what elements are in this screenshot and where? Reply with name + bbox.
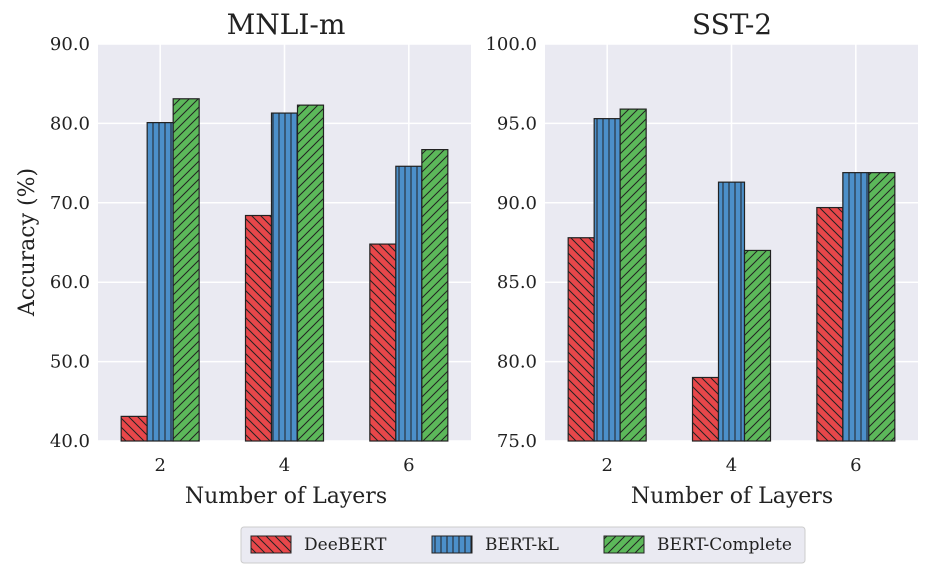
- panel-mnli: MNLI-m 40.0 50.0 60.0 70.0 80.0 90.0 2 4 6 Numb…: [15, 8, 471, 509]
- y-tick-label: 70.0: [50, 193, 90, 214]
- bar-bert-complete-4: [743, 249, 772, 442]
- bar-bert-complete-6: [421, 149, 449, 442]
- y-tick-label: 75.0: [497, 431, 537, 452]
- legend-label-bert-kl: BERT-kL: [485, 535, 559, 555]
- x-tick-label: 2: [154, 455, 165, 476]
- bar-bert-kl-6: [395, 165, 423, 442]
- x-axis-label-sst2: Number of Layers: [631, 484, 833, 509]
- y-tick-label: 40.0: [50, 431, 90, 452]
- y-tick-label: 95.0: [497, 113, 537, 134]
- legend: DeeBERT BERT-kL BERT-Complete: [240, 526, 806, 564]
- x-tick-label: 6: [850, 455, 861, 476]
- bar-bert-complete-6: [868, 172, 896, 442]
- bar-deebert-2: [120, 415, 148, 442]
- bar-deebert-6: [369, 243, 397, 442]
- x-tick-label: 4: [279, 455, 290, 476]
- legend-swatch-bert-complete: [603, 535, 645, 554]
- bar-bert-complete-2: [172, 98, 200, 442]
- x-tick-label: 4: [726, 455, 737, 476]
- bar-bert-complete-4: [296, 104, 325, 442]
- y-tick-label: 60.0: [50, 272, 90, 293]
- bar-deebert-2: [567, 237, 595, 442]
- y-tick-label: 80.0: [497, 352, 537, 373]
- chart-title-sst2: SST-2: [692, 8, 772, 41]
- y-tick-label: 90.0: [497, 193, 537, 214]
- bar-bert-kl-2: [593, 118, 621, 442]
- bar-deebert-4: [691, 376, 720, 442]
- legend-box: [240, 526, 806, 564]
- chart-title-mnli: MNLI-m: [227, 8, 346, 41]
- y-tick-label: 100.0: [485, 34, 537, 55]
- y-axis-label: Accuracy (%): [15, 168, 40, 317]
- panel-sst2: SST-2 75.0 80.0 85.0 90.0 95.0 100.0 2 4 6 Numb…: [485, 8, 918, 509]
- bar-deebert-4: [244, 214, 273, 442]
- y-tick-label: 85.0: [497, 272, 537, 293]
- y-tick-label: 50.0: [50, 352, 90, 373]
- legend-label-deebert: DeeBERT: [304, 535, 387, 555]
- bar-deebert-6: [816, 206, 844, 442]
- bar-bert-kl-6: [842, 172, 870, 442]
- bar-bert-kl-4: [717, 181, 746, 442]
- y-tick-label: 90.0: [50, 34, 90, 55]
- bar-bert-kl-4: [270, 112, 299, 442]
- x-tick-label: 6: [403, 455, 414, 476]
- x-axis-label-mnli: Number of Layers: [185, 484, 387, 509]
- y-tick-label: 80.0: [50, 113, 90, 134]
- legend-swatch-bert-kl: [431, 535, 473, 554]
- bar-bert-kl-2: [146, 122, 174, 442]
- legend-label-bert-complete: BERT-Complete: [657, 535, 792, 555]
- x-tick-label: 2: [601, 455, 612, 476]
- legend-swatch-deebert: [250, 535, 292, 554]
- bar-bert-complete-2: [619, 108, 647, 442]
